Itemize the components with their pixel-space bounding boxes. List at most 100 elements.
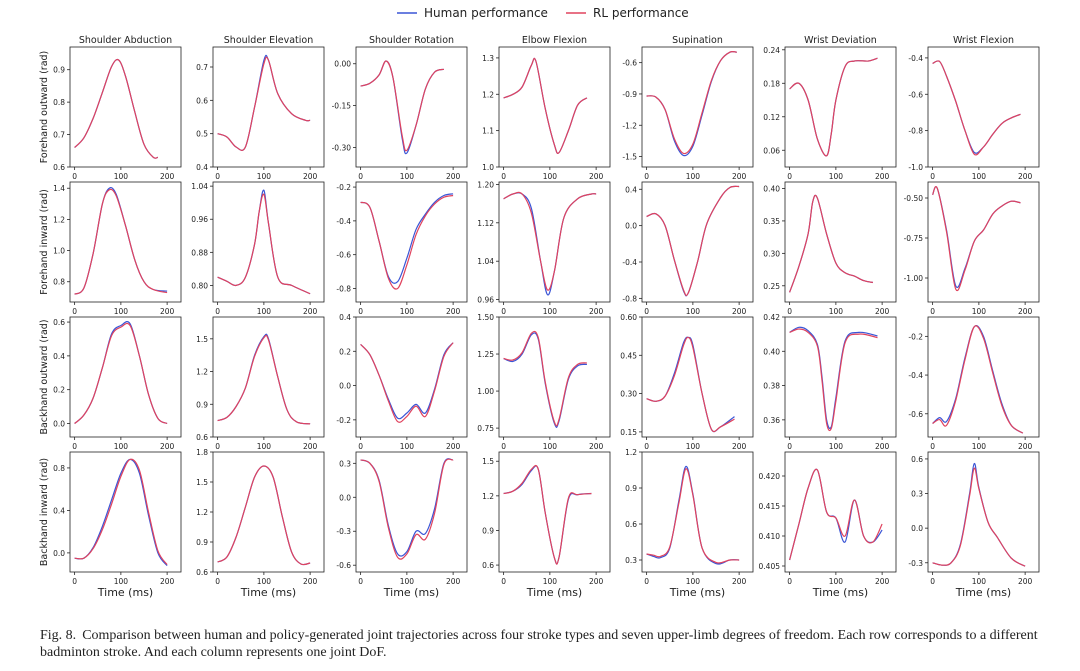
y-tick-label: 1.2 bbox=[53, 215, 65, 224]
x-tick-label: 100 bbox=[257, 307, 272, 316]
panel-frame bbox=[784, 316, 897, 438]
y-tick-label: 0.88 bbox=[191, 248, 208, 257]
x-tick-label: 200 bbox=[1018, 442, 1033, 451]
y-tick-label: -1.0 bbox=[908, 163, 923, 172]
y-tick-label: 1.2 bbox=[196, 368, 208, 377]
y-tick-label: 0.40 bbox=[763, 184, 780, 193]
x-axis-label: Time (ms) bbox=[812, 586, 868, 599]
panel-frame bbox=[641, 316, 754, 438]
series-line-rl bbox=[932, 325, 1024, 434]
y-tick-label: 0.4 bbox=[53, 352, 65, 361]
x-tick-label: 0 bbox=[215, 172, 220, 181]
panel-r3-c3: 1.5 1.2 0.9 0.6 0 100 200 Time (ms) bbox=[482, 451, 611, 599]
x-tick-label: 200 bbox=[303, 307, 318, 316]
column-title: Wrist Flexion bbox=[953, 35, 1014, 46]
x-tick-label: 200 bbox=[303, 172, 318, 181]
panel-frame bbox=[498, 316, 611, 438]
y-tick-label: 0.42 bbox=[763, 313, 780, 322]
series-line-rl bbox=[217, 334, 311, 425]
panel-frame bbox=[498, 181, 611, 303]
series-line-rl bbox=[646, 50, 737, 155]
y-tick-label: 0.9 bbox=[53, 66, 65, 75]
y-tick-label: -1.5 bbox=[622, 153, 637, 162]
y-tick-label: -0.3 bbox=[336, 527, 351, 536]
y-tick-label: 0.8 bbox=[53, 464, 65, 473]
y-tick-label: 0.9 bbox=[196, 538, 208, 547]
panel-frame bbox=[641, 181, 754, 303]
series-line-rl bbox=[503, 330, 588, 427]
panel-frame bbox=[212, 181, 325, 303]
panel-r0-c0: 0.6 0.7 0.8 0.9 0 100 200 Shoulder Abduction For… bbox=[39, 35, 182, 181]
x-tick-label: 0 bbox=[72, 172, 77, 181]
y-tick-label: 0.7 bbox=[53, 131, 65, 140]
panel-frame bbox=[784, 46, 897, 168]
column-title: Shoulder Abduction bbox=[79, 35, 172, 46]
y-tick-label: 0.06 bbox=[763, 146, 780, 155]
series-line-rl bbox=[789, 194, 874, 293]
y-tick-label: 0.60 bbox=[620, 313, 637, 322]
column-title: Supination bbox=[672, 35, 723, 46]
y-tick-label: 0.6 bbox=[196, 568, 208, 577]
x-tick-label: 200 bbox=[732, 307, 747, 316]
panel-frame bbox=[212, 46, 325, 168]
x-tick-label: 0 bbox=[644, 442, 649, 451]
x-tick-label: 100 bbox=[829, 307, 844, 316]
y-tick-label: 0.3 bbox=[911, 490, 923, 499]
x-tick-label: 100 bbox=[686, 172, 701, 181]
y-tick-label: 0.6 bbox=[911, 455, 923, 464]
panel-r3-c6: 0.6 0.3 0.0 -0.3 0 100 200 Time (ms) bbox=[908, 451, 1040, 599]
y-tick-label: 1.20 bbox=[477, 180, 494, 189]
x-tick-label: 200 bbox=[589, 172, 604, 181]
panel-r3-c1: 0.6 0.9 1.2 1.5 1.8 0 100 200 Time (ms) bbox=[196, 448, 325, 599]
caption-label: Fig. 8. bbox=[40, 628, 77, 643]
y-tick-label: -0.75 bbox=[904, 234, 924, 243]
column-title: Shoulder Elevation bbox=[224, 35, 313, 46]
figure-grid: Human performance RL performance 0.60.70… bbox=[39, 6, 1040, 599]
x-tick-label: 200 bbox=[446, 172, 461, 181]
caption-text: Comparison between human and policy-gene… bbox=[40, 628, 1038, 660]
panel-r2-c0: 0.0 0.2 0.4 0.6 0 100 200 Backhand outward (rad… bbox=[39, 316, 182, 451]
x-tick-label: 200 bbox=[160, 577, 175, 586]
y-tick-label: 0.2 bbox=[339, 347, 351, 356]
y-tick-label: 1.2 bbox=[482, 90, 494, 99]
y-tick-label: 0.420 bbox=[759, 472, 781, 481]
series-line-rl bbox=[789, 57, 878, 157]
x-tick-label: 100 bbox=[543, 172, 558, 181]
y-tick-label: 0.12 bbox=[763, 113, 780, 122]
x-axis-label: Time (ms) bbox=[955, 586, 1011, 599]
x-tick-label: 100 bbox=[114, 442, 129, 451]
y-tick-label: 0.30 bbox=[763, 249, 780, 258]
x-tick-label: 0 bbox=[215, 307, 220, 316]
x-axis-label: Time (ms) bbox=[97, 586, 153, 599]
x-tick-label: 200 bbox=[1018, 577, 1033, 586]
x-tick-label: 0 bbox=[787, 307, 792, 316]
series-line-rl bbox=[74, 458, 168, 565]
x-tick-label: 200 bbox=[303, 577, 318, 586]
y-tick-label: 0.5 bbox=[196, 130, 208, 139]
y-tick-label: 0.35 bbox=[763, 217, 780, 226]
legend-label-rl: RL performance bbox=[593, 6, 689, 20]
x-tick-label: 0 bbox=[358, 307, 363, 316]
y-tick-label: 0.415 bbox=[759, 502, 781, 511]
panel-frame bbox=[69, 181, 182, 303]
y-tick-label: 0.24 bbox=[763, 46, 780, 55]
panel-r1-c2: -0.2 -0.4 -0.6 -0.8 0 100 200 bbox=[336, 181, 468, 316]
panel-frame bbox=[784, 451, 897, 573]
y-tick-label: 0.4 bbox=[53, 506, 65, 515]
y-tick-label: 0.80 bbox=[191, 281, 208, 290]
x-tick-label: 100 bbox=[686, 577, 701, 586]
y-tick-label: 0.96 bbox=[477, 296, 494, 305]
panel-frame bbox=[212, 451, 325, 573]
x-tick-label: 100 bbox=[400, 172, 415, 181]
series-line-rl bbox=[932, 467, 1026, 567]
panel-frame bbox=[355, 46, 468, 168]
y-tick-label: 0.3 bbox=[339, 459, 351, 468]
panel-r2-c6: -0.2 -0.4 -0.6 0 100 200 bbox=[908, 316, 1040, 451]
y-tick-label: 0.40 bbox=[763, 347, 780, 356]
series-line-rl bbox=[74, 58, 159, 159]
y-tick-label: 0.6 bbox=[196, 433, 208, 442]
panel-frame bbox=[355, 451, 468, 573]
x-axis-label: Time (ms) bbox=[240, 586, 296, 599]
panel-frame bbox=[927, 451, 1040, 573]
y-tick-label: 1.0 bbox=[482, 163, 494, 172]
